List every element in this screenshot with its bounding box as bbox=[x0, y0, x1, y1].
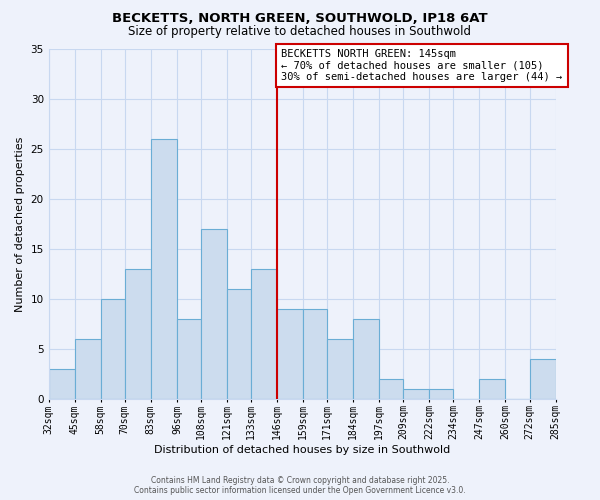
Bar bbox=[327, 338, 353, 398]
Bar bbox=[201, 229, 227, 398]
Bar bbox=[303, 308, 327, 398]
Bar bbox=[251, 269, 277, 398]
Bar bbox=[75, 338, 101, 398]
X-axis label: Distribution of detached houses by size in Southwold: Distribution of detached houses by size … bbox=[154, 445, 450, 455]
Text: BECKETTS NORTH GREEN: 145sqm
← 70% of detached houses are smaller (105)
30% of s: BECKETTS NORTH GREEN: 145sqm ← 70% of de… bbox=[281, 49, 562, 82]
Bar bbox=[177, 318, 201, 398]
Bar bbox=[227, 289, 251, 399]
Text: Size of property relative to detached houses in Southwold: Size of property relative to detached ho… bbox=[128, 25, 472, 38]
Bar bbox=[530, 358, 556, 399]
Bar bbox=[479, 378, 505, 398]
Bar bbox=[151, 139, 177, 398]
Bar bbox=[277, 308, 303, 398]
Bar bbox=[379, 378, 403, 398]
Bar bbox=[353, 318, 379, 398]
Text: Contains HM Land Registry data © Crown copyright and database right 2025.
Contai: Contains HM Land Registry data © Crown c… bbox=[134, 476, 466, 495]
Text: BECKETTS, NORTH GREEN, SOUTHWOLD, IP18 6AT: BECKETTS, NORTH GREEN, SOUTHWOLD, IP18 6… bbox=[112, 12, 488, 26]
Bar bbox=[49, 368, 75, 398]
Y-axis label: Number of detached properties: Number of detached properties bbox=[15, 136, 25, 312]
Bar bbox=[125, 269, 151, 398]
Bar bbox=[430, 388, 454, 398]
Bar bbox=[101, 298, 125, 398]
Bar bbox=[403, 388, 430, 398]
